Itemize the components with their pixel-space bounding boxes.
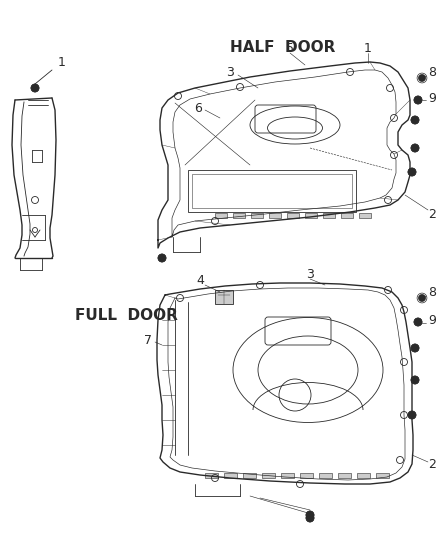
Circle shape bbox=[418, 75, 425, 82]
Text: 3: 3 bbox=[306, 268, 314, 280]
Bar bbox=[323, 213, 335, 218]
Text: 3: 3 bbox=[226, 66, 234, 78]
Text: 1: 1 bbox=[58, 56, 66, 69]
Circle shape bbox=[158, 254, 166, 262]
Bar bbox=[359, 213, 371, 218]
Bar bbox=[305, 213, 317, 218]
Text: 9: 9 bbox=[428, 92, 436, 104]
Bar bbox=[319, 473, 332, 478]
Bar bbox=[269, 213, 281, 218]
Circle shape bbox=[408, 411, 416, 419]
Text: 7: 7 bbox=[144, 334, 152, 346]
Circle shape bbox=[306, 511, 314, 519]
Text: 5: 5 bbox=[286, 42, 294, 54]
Bar bbox=[376, 473, 389, 478]
Bar bbox=[300, 473, 313, 478]
Text: 9: 9 bbox=[428, 313, 436, 327]
Circle shape bbox=[411, 344, 419, 352]
Circle shape bbox=[408, 168, 416, 176]
Bar bbox=[281, 473, 294, 478]
Text: 6: 6 bbox=[194, 101, 202, 115]
Text: 8: 8 bbox=[428, 67, 436, 79]
Bar bbox=[338, 473, 351, 478]
Bar bbox=[215, 290, 233, 304]
Bar bbox=[192, 174, 352, 208]
Circle shape bbox=[411, 116, 419, 124]
Circle shape bbox=[411, 376, 419, 384]
Bar bbox=[224, 473, 237, 478]
Bar bbox=[251, 213, 263, 218]
Text: 2: 2 bbox=[428, 458, 436, 472]
Bar bbox=[215, 213, 227, 218]
Text: HALF  DOOR: HALF DOOR bbox=[230, 41, 336, 55]
Circle shape bbox=[418, 295, 425, 302]
Text: 8: 8 bbox=[428, 287, 436, 300]
Circle shape bbox=[31, 84, 39, 92]
Circle shape bbox=[414, 96, 422, 104]
Bar bbox=[341, 213, 353, 218]
Text: FULL  DOOR: FULL DOOR bbox=[75, 308, 178, 322]
Circle shape bbox=[411, 144, 419, 152]
Text: 2: 2 bbox=[428, 208, 436, 222]
Bar bbox=[287, 213, 299, 218]
Bar bbox=[233, 213, 245, 218]
Text: 1: 1 bbox=[364, 42, 372, 54]
Bar bbox=[357, 473, 370, 478]
Bar bbox=[205, 473, 218, 478]
Bar bbox=[243, 473, 256, 478]
Bar bbox=[262, 473, 275, 478]
Bar bbox=[188, 170, 356, 212]
Text: 4: 4 bbox=[196, 273, 204, 287]
Circle shape bbox=[306, 514, 314, 522]
Circle shape bbox=[414, 318, 422, 326]
